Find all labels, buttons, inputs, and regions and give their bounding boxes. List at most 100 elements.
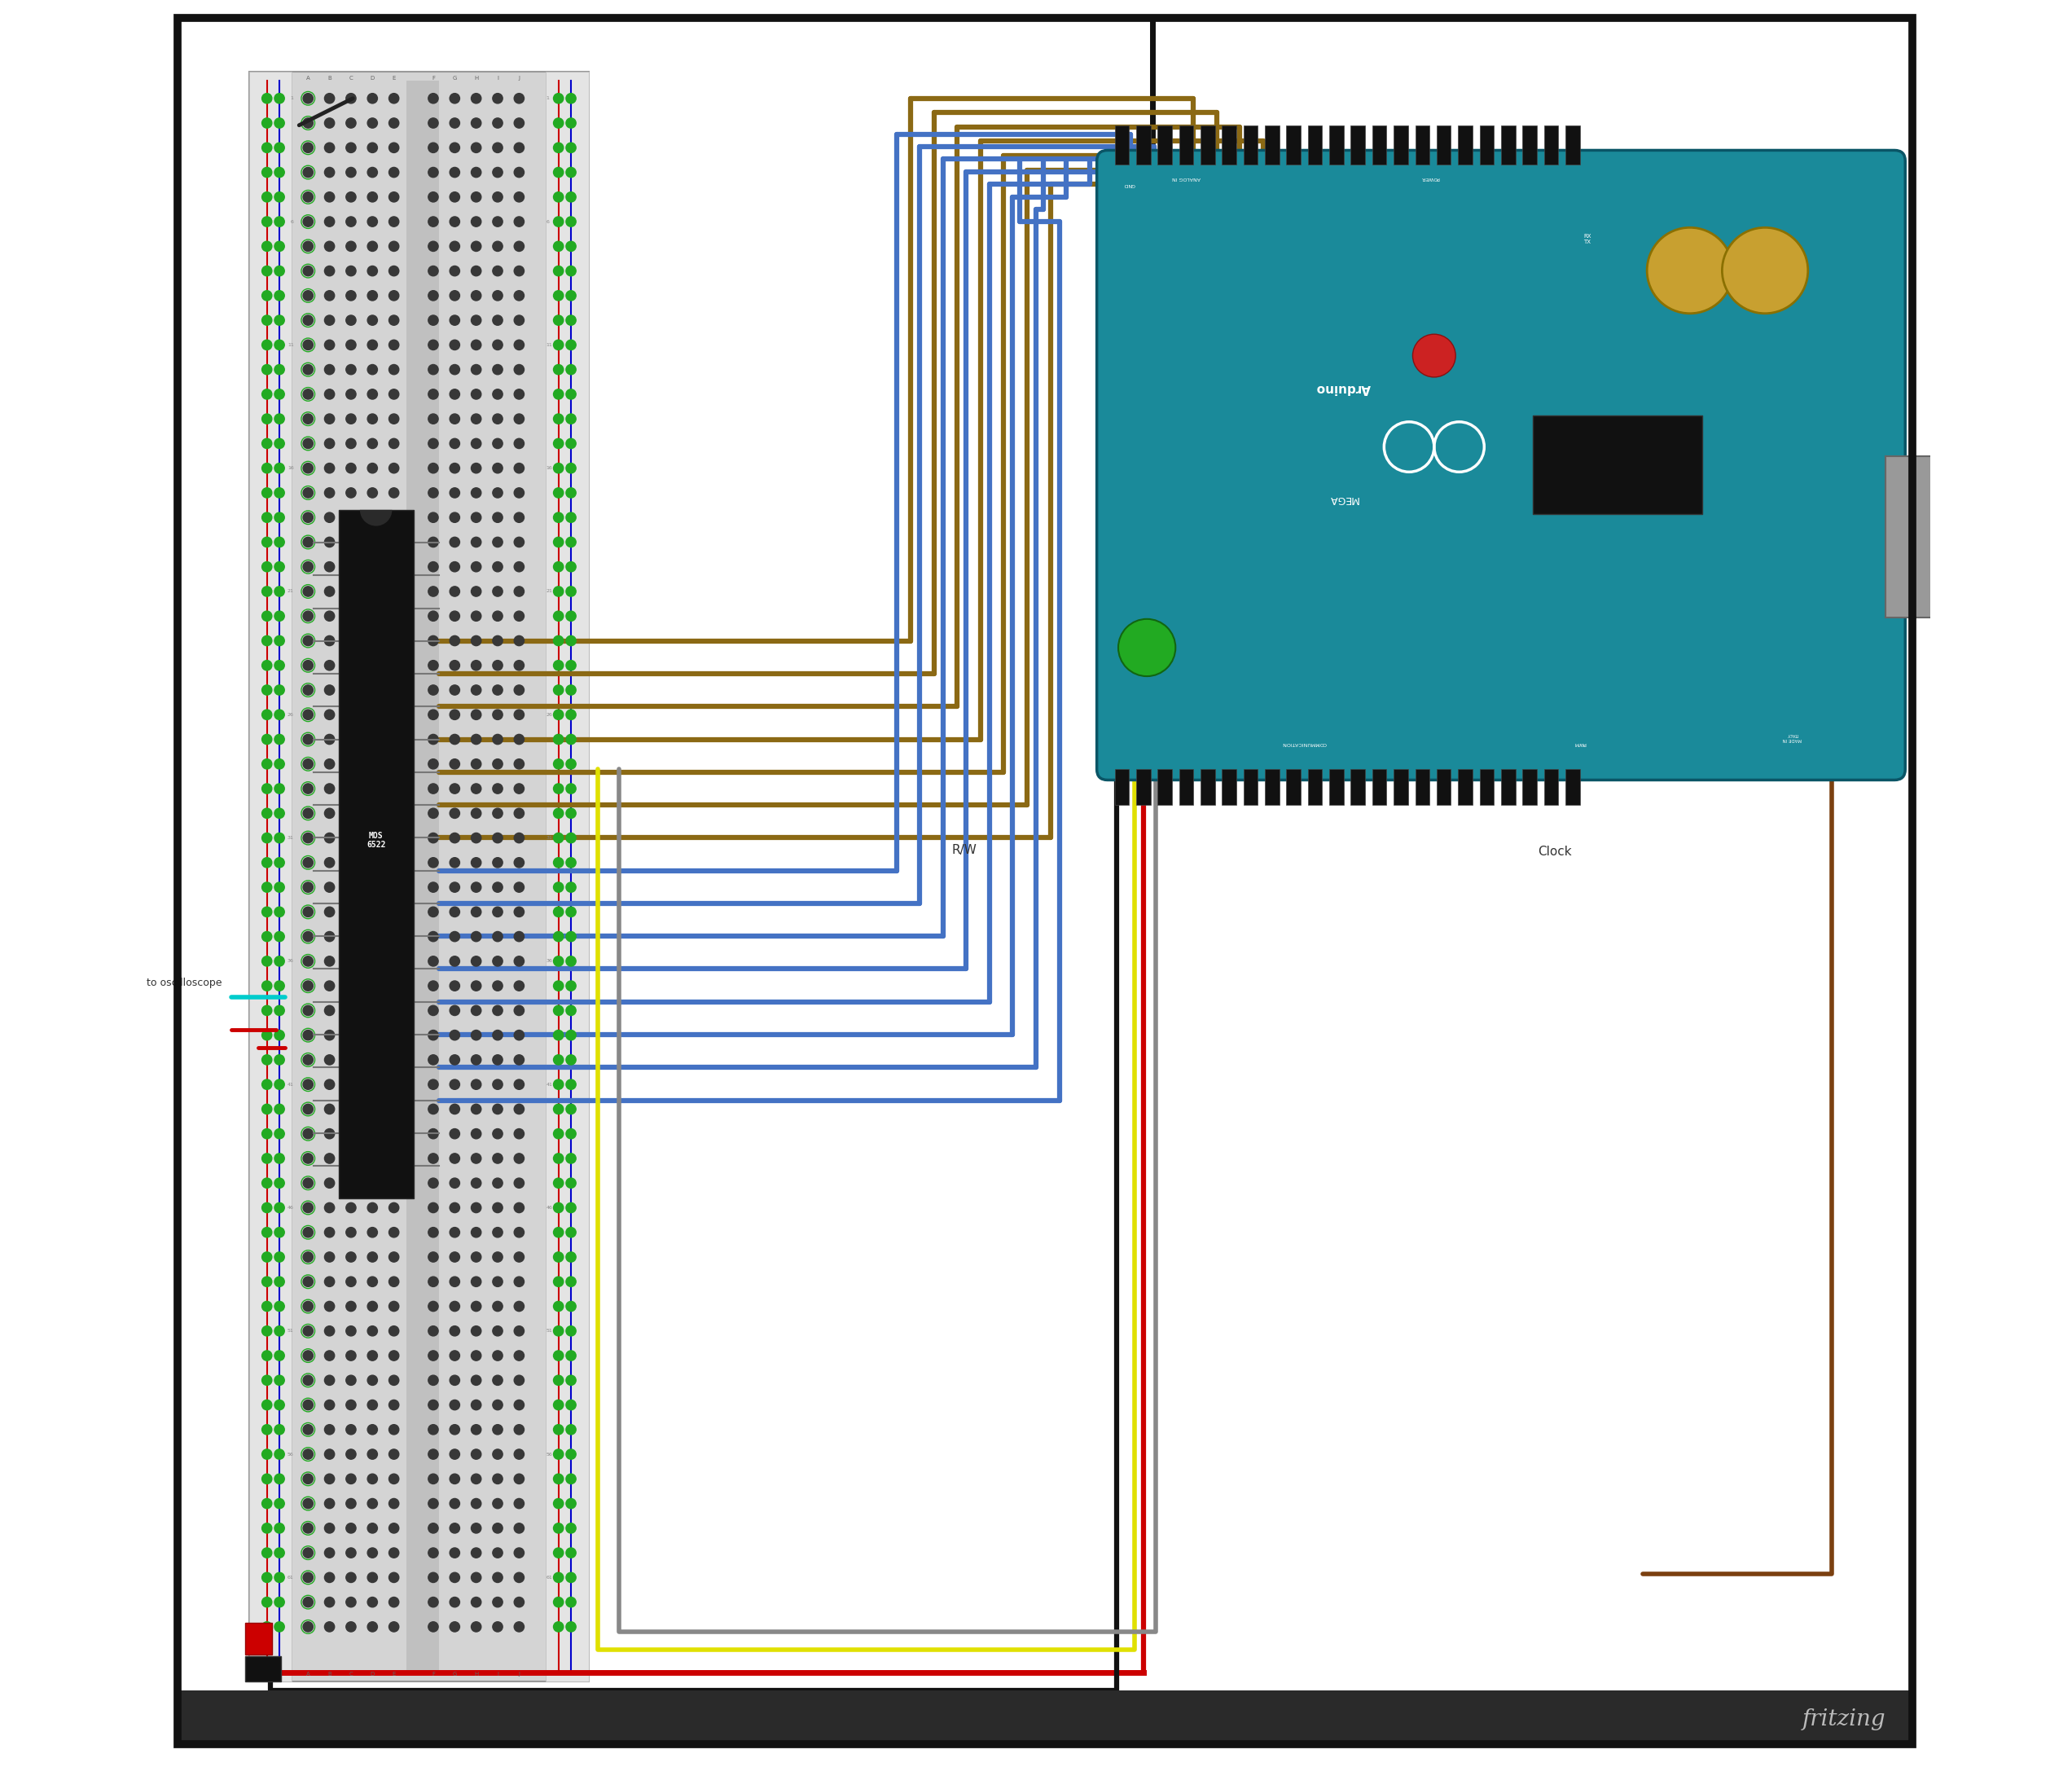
- Circle shape: [470, 1154, 481, 1163]
- Circle shape: [367, 562, 377, 572]
- Circle shape: [470, 1424, 481, 1435]
- Circle shape: [346, 1104, 356, 1115]
- Circle shape: [566, 315, 576, 326]
- Text: 11: 11: [288, 343, 294, 347]
- Circle shape: [429, 1252, 439, 1261]
- Circle shape: [325, 413, 334, 424]
- Circle shape: [493, 1474, 503, 1483]
- Circle shape: [367, 1154, 377, 1163]
- Circle shape: [367, 1252, 377, 1261]
- Bar: [1566, 769, 1579, 805]
- Circle shape: [514, 1401, 524, 1410]
- Circle shape: [274, 932, 284, 941]
- Circle shape: [566, 290, 576, 301]
- Circle shape: [566, 390, 576, 399]
- Circle shape: [325, 882, 334, 893]
- Circle shape: [493, 759, 503, 769]
- Circle shape: [261, 242, 271, 250]
- Circle shape: [274, 191, 284, 202]
- Circle shape: [274, 1104, 284, 1115]
- Circle shape: [367, 1104, 377, 1115]
- Circle shape: [514, 612, 524, 621]
- Circle shape: [303, 365, 313, 374]
- Circle shape: [493, 857, 503, 868]
- Circle shape: [303, 882, 313, 893]
- Circle shape: [429, 562, 439, 572]
- Circle shape: [261, 809, 271, 818]
- Circle shape: [553, 118, 564, 129]
- Circle shape: [346, 1154, 356, 1163]
- Circle shape: [325, 93, 334, 104]
- Circle shape: [566, 710, 576, 719]
- Circle shape: [566, 1227, 576, 1238]
- Text: RX
TX: RX TX: [1583, 234, 1591, 245]
- Circle shape: [303, 1277, 313, 1286]
- Bar: [1415, 769, 1430, 805]
- Circle shape: [303, 1154, 313, 1163]
- Circle shape: [367, 1079, 377, 1090]
- Circle shape: [553, 216, 564, 227]
- Circle shape: [390, 93, 400, 104]
- Circle shape: [261, 168, 271, 177]
- Circle shape: [274, 1474, 284, 1483]
- Circle shape: [493, 1079, 503, 1090]
- Bar: [1264, 769, 1278, 805]
- Circle shape: [514, 660, 524, 671]
- Circle shape: [346, 340, 356, 351]
- Circle shape: [493, 512, 503, 522]
- Circle shape: [553, 635, 564, 646]
- Circle shape: [274, 390, 284, 399]
- Circle shape: [566, 1154, 576, 1163]
- Circle shape: [514, 1376, 524, 1385]
- Circle shape: [566, 834, 576, 843]
- Circle shape: [553, 1252, 564, 1261]
- Circle shape: [390, 168, 400, 177]
- Circle shape: [553, 1104, 564, 1115]
- Circle shape: [367, 340, 377, 351]
- Circle shape: [390, 587, 400, 596]
- Circle shape: [261, 955, 271, 966]
- Circle shape: [274, 834, 284, 843]
- Circle shape: [493, 488, 503, 497]
- Text: A: A: [307, 75, 311, 81]
- Circle shape: [346, 315, 356, 326]
- Circle shape: [274, 1129, 284, 1140]
- Circle shape: [325, 340, 334, 351]
- Circle shape: [470, 463, 481, 472]
- Circle shape: [1413, 335, 1457, 377]
- Circle shape: [303, 1522, 313, 1533]
- Circle shape: [470, 1030, 481, 1039]
- Circle shape: [367, 1598, 377, 1607]
- Circle shape: [325, 907, 334, 918]
- Bar: [1436, 769, 1450, 805]
- Circle shape: [346, 168, 356, 177]
- Circle shape: [514, 1129, 524, 1140]
- Circle shape: [514, 685, 524, 696]
- Circle shape: [261, 216, 271, 227]
- Circle shape: [367, 1424, 377, 1435]
- Circle shape: [470, 216, 481, 227]
- Circle shape: [566, 1079, 576, 1090]
- Circle shape: [346, 1005, 356, 1016]
- Circle shape: [325, 438, 334, 449]
- Circle shape: [303, 93, 313, 104]
- Circle shape: [303, 759, 313, 769]
- Circle shape: [346, 365, 356, 374]
- Circle shape: [346, 1547, 356, 1558]
- Circle shape: [367, 143, 377, 152]
- Circle shape: [390, 907, 400, 918]
- Circle shape: [325, 635, 334, 646]
- Circle shape: [470, 907, 481, 918]
- Circle shape: [429, 907, 439, 918]
- Circle shape: [493, 1499, 503, 1508]
- Text: POWER: POWER: [1421, 175, 1440, 181]
- Circle shape: [390, 882, 400, 893]
- Circle shape: [553, 587, 564, 596]
- Circle shape: [325, 290, 334, 301]
- Circle shape: [450, 315, 460, 326]
- Circle shape: [303, 1030, 313, 1039]
- Circle shape: [367, 733, 377, 744]
- Circle shape: [470, 1547, 481, 1558]
- Circle shape: [367, 809, 377, 818]
- Circle shape: [493, 907, 503, 918]
